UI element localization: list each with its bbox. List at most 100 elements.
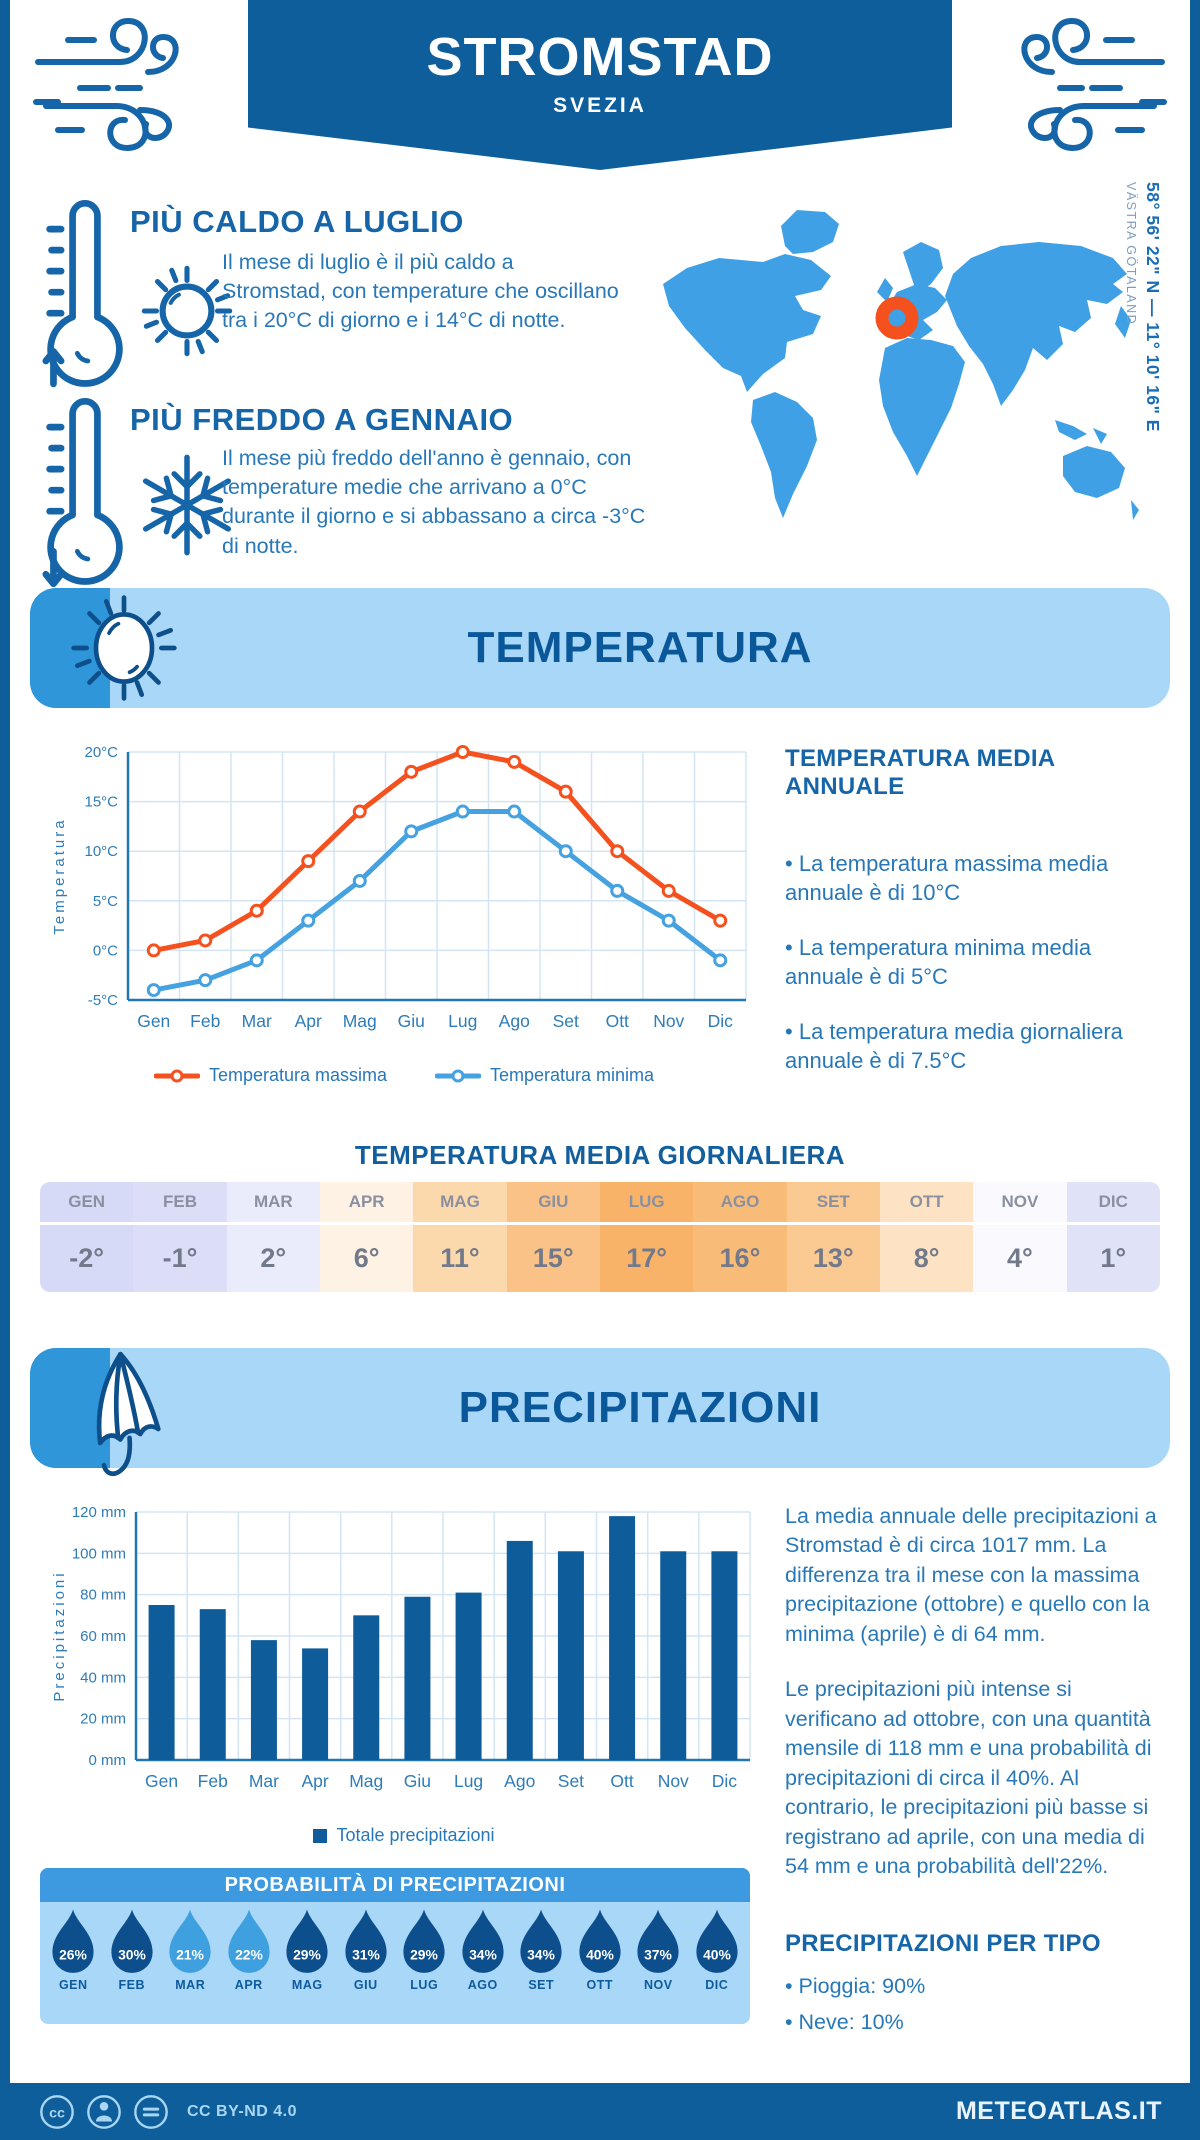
table-column: FEB -1° xyxy=(133,1182,227,1292)
wind-icon xyxy=(1021,18,1167,152)
sun-icon xyxy=(141,265,233,357)
probability-drop-cell: 30% FEB xyxy=(103,1908,162,1992)
annual-bullet: La temperatura massima media annuale è d… xyxy=(785,849,1170,907)
probability-drop-cell: 40% OTT xyxy=(571,1908,630,1992)
data-point-marker xyxy=(610,883,625,898)
table-column: MAR 2° xyxy=(226,1182,320,1292)
legend-marker xyxy=(313,1828,328,1843)
y-tick-label: 20 mm xyxy=(80,1711,126,1728)
data-point-marker xyxy=(198,973,213,988)
bar xyxy=(199,1609,226,1760)
x-tick-label: Nov xyxy=(658,1771,689,1791)
table-column: GEN -2° xyxy=(40,1182,134,1292)
probability-value: 31% xyxy=(352,1947,380,1963)
probability-value: 37% xyxy=(644,1947,672,1963)
x-tick-label: Ott xyxy=(606,1011,629,1031)
y-tick-label: 80 mm xyxy=(80,1587,126,1604)
probability-value: 40% xyxy=(586,1947,614,1963)
y-tick-label: 0 mm xyxy=(89,1752,127,1769)
cold-section-title: PIÙ FREDDO A GENNAIO xyxy=(130,402,514,437)
y-tick-label: 100 mm xyxy=(72,1545,126,1562)
sun-icon xyxy=(71,595,177,701)
table-temperature-value: -2° xyxy=(40,1225,134,1292)
bar xyxy=(353,1615,380,1760)
legend-label: Temperatura massima xyxy=(208,1065,387,1085)
table-temperature-value: 8° xyxy=(879,1225,974,1292)
table-column: NOV 4° xyxy=(973,1182,1067,1292)
table-temperature-value: 6° xyxy=(319,1225,414,1292)
annual-temperature-block: TEMPERATURA MEDIA ANNUALE La temperatura… xyxy=(785,745,1170,1101)
cold-section-text: Il mese più freddo dell'anno è gennaio, … xyxy=(222,446,646,558)
probability-drop-cell: 22% APR xyxy=(220,1908,279,1992)
page-title: STROMSTAD xyxy=(426,27,774,87)
probability-drop-cell: 26% GEN xyxy=(44,1908,103,1992)
water-drop-icon: 34% xyxy=(462,1909,504,1973)
table-month-header: NOV xyxy=(973,1182,1067,1225)
daily-temperature-table: GEN -2° FEB -1° MAR 2° APR 6° MAG 11° GIU 15° LUG 17°… xyxy=(40,1182,1160,1292)
bar xyxy=(660,1551,687,1760)
data-point-marker xyxy=(610,844,625,859)
y-tick-label: 20°C xyxy=(84,744,118,761)
footer: cc CC BY-ND 4.0 METEOATLAS.IT xyxy=(0,2083,1200,2140)
precipitation-type-title: PRECIPITAZIONI PER TIPO xyxy=(785,1930,1101,1957)
probability-title: PROBABILITÀ DI PRECIPITAZIONI xyxy=(40,1868,750,1902)
location-coordinates-block: 58° 56' 22" N — 11° 10' 16" E VÄSTRA GÖT… xyxy=(1118,182,1163,582)
bar xyxy=(711,1551,738,1760)
precipitation-text-block: La media annuale delle precipitazioni a … xyxy=(785,1502,1163,1907)
table-month-header: AGO xyxy=(693,1182,787,1225)
probability-month-label: NOV xyxy=(643,1978,673,1992)
table-month-header: MAR xyxy=(226,1182,320,1225)
license-icons: cc CC BY-ND 4.0 xyxy=(38,2093,297,2131)
probability-drop-cell: 29% LUG xyxy=(395,1908,454,1992)
region-text: VÄSTRA GÖTALAND xyxy=(1124,182,1138,326)
map-marker-icon xyxy=(875,296,919,340)
water-drop-icon: 40% xyxy=(696,1909,738,1973)
water-drop-icon: 30% xyxy=(111,1909,153,1973)
data-point-marker xyxy=(146,943,161,958)
x-tick-label: Giu xyxy=(398,1011,425,1031)
data-point-marker xyxy=(301,913,316,928)
table-month-header: DIC xyxy=(1066,1182,1160,1225)
bar xyxy=(506,1540,533,1760)
table-column: MAG 11° xyxy=(413,1182,507,1292)
table-column: AGO 16° xyxy=(693,1182,787,1292)
probability-value: 22% xyxy=(235,1947,263,1963)
x-tick-label: Dic xyxy=(712,1771,738,1791)
probability-value: 21% xyxy=(176,1947,204,1963)
table-temperature-value: 11° xyxy=(413,1225,507,1292)
x-tick-label: Set xyxy=(558,1771,584,1791)
data-point-marker xyxy=(661,883,676,898)
probability-month-label: DIC xyxy=(705,1978,729,1992)
probability-drop-cell: 31% GIU xyxy=(337,1908,396,1992)
x-tick-label: Lug xyxy=(448,1011,477,1031)
precipitation-banner: PRECIPITAZIONI xyxy=(30,1348,1170,1477)
data-point-marker xyxy=(713,913,728,928)
bar xyxy=(148,1605,175,1760)
y-tick-label: 5°C xyxy=(93,893,118,910)
table-column: LUG 17° xyxy=(599,1182,694,1292)
bar xyxy=(609,1516,636,1760)
data-point-marker xyxy=(558,784,573,799)
y-axis-title: Temperatura xyxy=(51,817,68,934)
data-point-marker xyxy=(661,913,676,928)
probability-month-label: AGO xyxy=(467,1978,498,1992)
x-tick-label: Set xyxy=(553,1011,579,1031)
data-point-marker xyxy=(404,764,419,779)
precipitation-probability-panel: PROBABILITÀ DI PRECIPITAZIONI 26% GEN 30% F… xyxy=(40,1868,750,2024)
table-month-header: OTT xyxy=(879,1182,974,1225)
x-tick-label: Mar xyxy=(249,1771,279,1791)
thermometer-down-icon xyxy=(42,397,123,588)
x-tick-label: Ago xyxy=(504,1771,535,1791)
y-tick-label: 10°C xyxy=(84,843,118,860)
table-temperature-value: 17° xyxy=(599,1225,694,1292)
precipitation-type-bullet: Pioggia: 90% xyxy=(785,1972,1165,2000)
svg-text:cc: cc xyxy=(49,2105,65,2121)
daily-temperature-title: TEMPERATURA MEDIA GIORNALIERA xyxy=(354,1140,846,1170)
thermometer-up-icon xyxy=(42,199,123,388)
data-point-marker xyxy=(713,953,728,968)
annual-temperature-title: TEMPERATURA MEDIA ANNUALE xyxy=(785,745,1055,800)
legend-label: Temperatura minima xyxy=(490,1065,655,1085)
water-drop-icon: 40% xyxy=(579,1909,621,1973)
probability-value: 29% xyxy=(410,1947,438,1963)
